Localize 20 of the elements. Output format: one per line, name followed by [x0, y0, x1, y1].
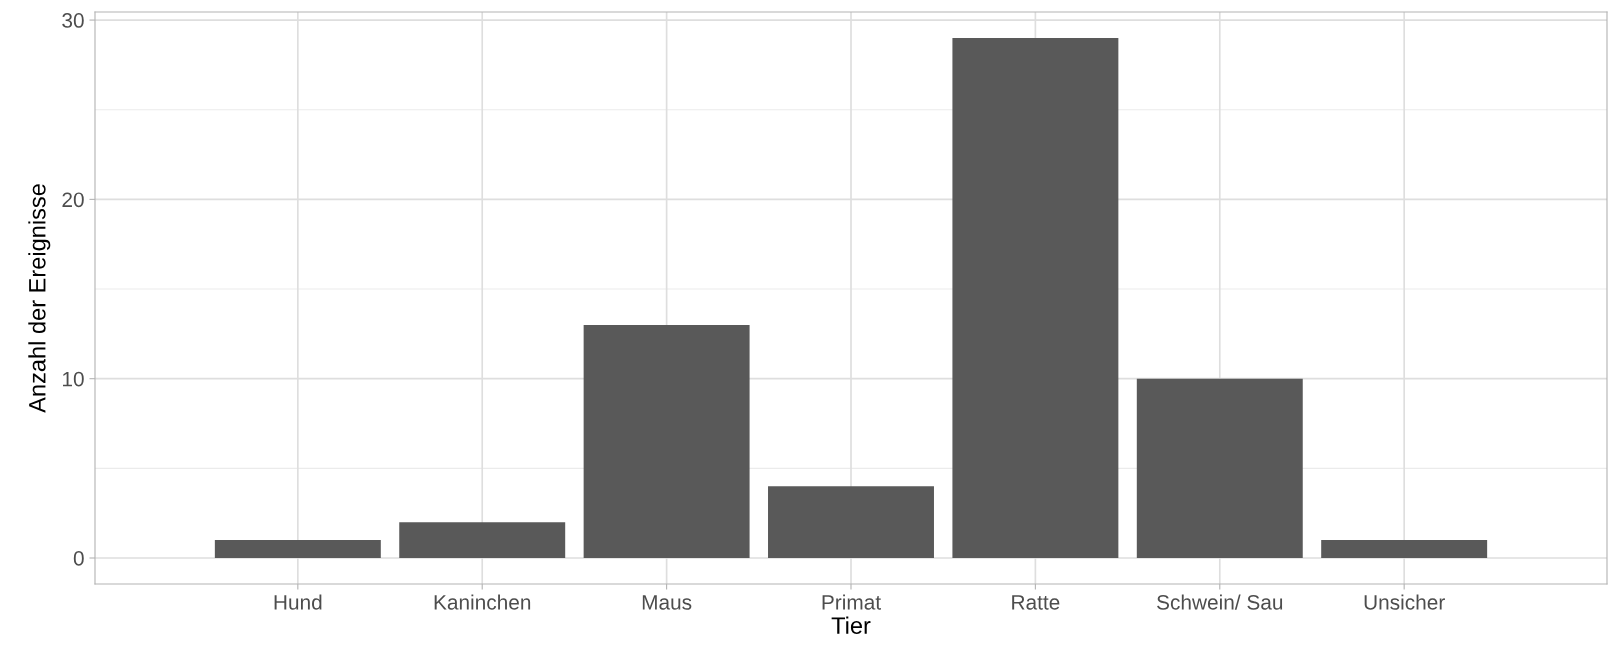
x-tick-label: Schwein/ Sau	[1157, 594, 1283, 610]
bar	[1321, 540, 1488, 558]
bar	[1136, 378, 1303, 558]
x-tick-label: Ratte	[1012, 595, 1060, 610]
bar	[768, 486, 934, 558]
y-axis-title: Anzahl der Ereignisse	[28, 184, 51, 413]
y-tick-label: 0	[73, 551, 84, 566]
x-tick-label: Hund	[274, 594, 322, 610]
x-axis-title: Tier	[831, 616, 871, 634]
y-tick-label: 10	[63, 371, 84, 387]
bar	[583, 324, 750, 558]
bar	[399, 522, 566, 558]
bar	[214, 540, 381, 558]
bar	[952, 38, 1119, 558]
x-tick-label: Maus	[642, 595, 692, 610]
y-tick-label: 20	[62, 192, 84, 208]
x-tick-label: Kaninchen	[434, 594, 531, 610]
x-tick-label: Primat	[822, 594, 881, 610]
y-tick-label: 30	[62, 13, 84, 28]
x-tick-label: Unsicher	[1364, 594, 1445, 610]
